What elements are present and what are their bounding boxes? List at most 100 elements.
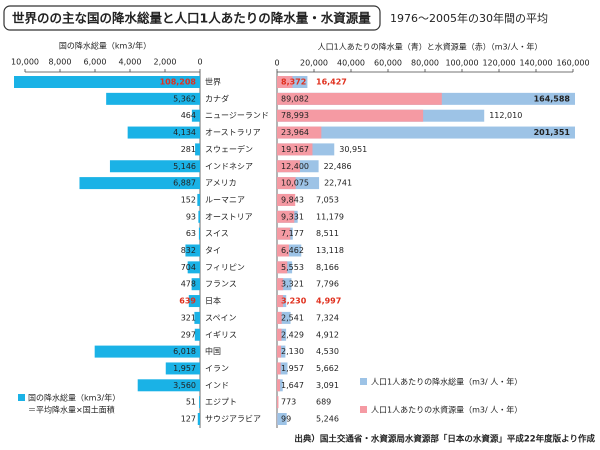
category-label: イラン [205,364,229,373]
value-label: 832 [181,246,196,255]
x-tick-label: 60,000 [374,59,402,68]
category-label: ルーマニア [205,195,245,204]
bar [191,278,200,291]
value-label: 5,362 [173,94,196,103]
value-label: 773 [281,398,296,407]
bar [277,193,296,206]
value-label: 464 [181,111,196,120]
bar [188,295,200,308]
value-label: 2,130 [281,347,304,356]
value-label: 13,118 [316,246,344,255]
value-label: 1,647 [281,381,304,390]
value-label: 30,951 [339,145,367,154]
x-tick-label: 2,000 [154,58,177,67]
value-label: 12,400 [281,162,309,171]
x-tick-label: 0 [197,58,202,67]
value-label: 704 [181,263,196,272]
bar [277,160,300,173]
bar [197,413,200,425]
value-label: 321 [181,313,196,322]
category-label: スペイン [205,313,236,322]
category-label: カナダ [205,93,229,103]
value-label: 22,486 [324,162,352,171]
bar [277,328,287,341]
value-label: 8,372 [281,78,306,87]
x-axis-title: 人口1人あたりの降水量（青）と水資源量（赤）（m3/人・年） [318,42,543,52]
value-label: 5,662 [316,364,339,373]
bar [185,244,200,257]
bar [94,345,200,358]
x-tick-label: 4,000 [119,58,142,67]
value-label: 152 [181,195,196,204]
category-label: スウェーデン [205,144,253,154]
value-label: 1,957 [281,364,304,373]
bar [199,396,200,409]
bar [165,362,200,375]
category-label: オーストラリア [205,128,261,137]
value-label: 51 [186,398,196,407]
category-label: インドネシア [205,162,253,171]
value-label: 7,796 [316,280,339,289]
right-bars [277,76,575,425]
source: 出典）国土交通省・水資源局水資源部「日本の水資源」平成22年度版より作成 [294,434,595,445]
x-tick-label: 100,000 [445,59,478,68]
value-label: 3,321 [281,280,304,289]
labels: 国の降水総量（km3/年） 人口1人あたりの降水量（青）と水資源量（赤）（m3/人… [11,41,590,424]
value-label: 5,246 [316,415,339,424]
bar [277,311,282,324]
value-label: 99 [281,415,291,424]
bar [277,109,424,122]
value-label: 9,843 [281,195,304,204]
value-label: 3,091 [316,381,339,390]
value-label: 6,018 [173,347,196,356]
bar [277,379,281,392]
value-label: 689 [316,398,331,407]
x-tick-label: 20,000 [300,59,328,68]
value-label: 10,075 [281,179,309,188]
value-label: 297 [181,330,196,339]
value-label: 5,553 [281,263,304,272]
bar [137,379,200,392]
bar [277,244,289,257]
value-label: 8,511 [316,229,339,238]
bar [277,126,575,139]
x-tick-label: 80,000 [411,59,439,68]
value-label: 2,429 [281,330,304,339]
category-label: エジプト [205,398,237,407]
value-label: 478 [181,280,196,289]
category-label: インド [205,381,229,390]
value-label: 93 [186,212,196,221]
bar [277,126,322,139]
value-label: 22,741 [324,179,352,188]
legend-label: 国の降水総量（km3/年） [28,393,120,403]
value-label: 6,887 [173,179,196,188]
value-label: 7,177 [281,229,304,238]
value-label: 2,541 [281,313,304,322]
value-label: 7,053 [316,195,339,204]
bar [191,109,200,122]
category-label: オーストリア [205,212,253,221]
x-tick-label: 160,000 [556,59,589,68]
value-label: 16,427 [316,78,347,87]
bar [277,177,296,190]
value-label: 11,179 [316,212,344,221]
x-axis-title: 国の降水総量（km3/年） [59,41,151,51]
bar [127,126,200,139]
value-label: 63 [186,229,196,238]
bar [194,328,200,341]
legend-swatch [18,394,25,401]
value-label: 164,588 [534,94,571,103]
x-tick-label: 6,000 [84,58,107,67]
category-label: タイ [205,246,221,255]
subtitle: 1976〜2005年の30年間の平均 [390,11,548,25]
category-label: 日本 [205,296,221,306]
value-label: 639 [179,297,196,306]
value-label: 1,957 [173,364,196,373]
bar [277,210,295,223]
legend-swatch [360,378,367,385]
value-label: 8,166 [316,263,339,272]
legend-note: ＝平均降水量×国土面積 [28,405,115,415]
bar [277,345,281,358]
bar [277,295,283,308]
bar [109,160,200,173]
